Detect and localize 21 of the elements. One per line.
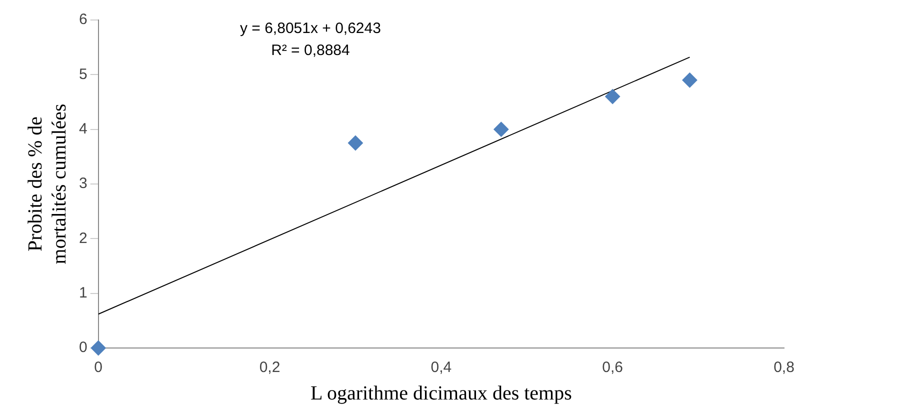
point (605, 89, 620, 104)
y-tick-label: 6 (79, 11, 88, 28)
y-tick-label: 2 (79, 230, 88, 247)
y-tick-label: 0 (79, 339, 88, 356)
annotation: y = 6,8051x + 0,6243 (240, 19, 381, 39)
point (348, 136, 363, 150)
x-tick-label: 0,6 (602, 359, 624, 376)
y-tick-label: 5 (79, 66, 88, 83)
x-tick-label: 0,8 (774, 359, 794, 376)
annotation: R² = 0,8884 (270, 41, 351, 61)
y-tick-label: 3 (79, 175, 88, 192)
x-tick-label: 0,2 (259, 359, 280, 376)
x-axis-title: L ogarithme dicimaux des temps (310, 382, 572, 404)
y-tick-label: 4 (79, 120, 88, 138)
x-tick-label: 0,4 (430, 359, 452, 376)
y-axis-title: Probite des % de mortalités cumulées (24, 104, 70, 264)
point (90, 340, 106, 356)
point (494, 122, 509, 137)
x-tick-label: 0 (94, 359, 103, 376)
point (682, 72, 698, 88)
y-tick-label: 1 (79, 284, 88, 302)
